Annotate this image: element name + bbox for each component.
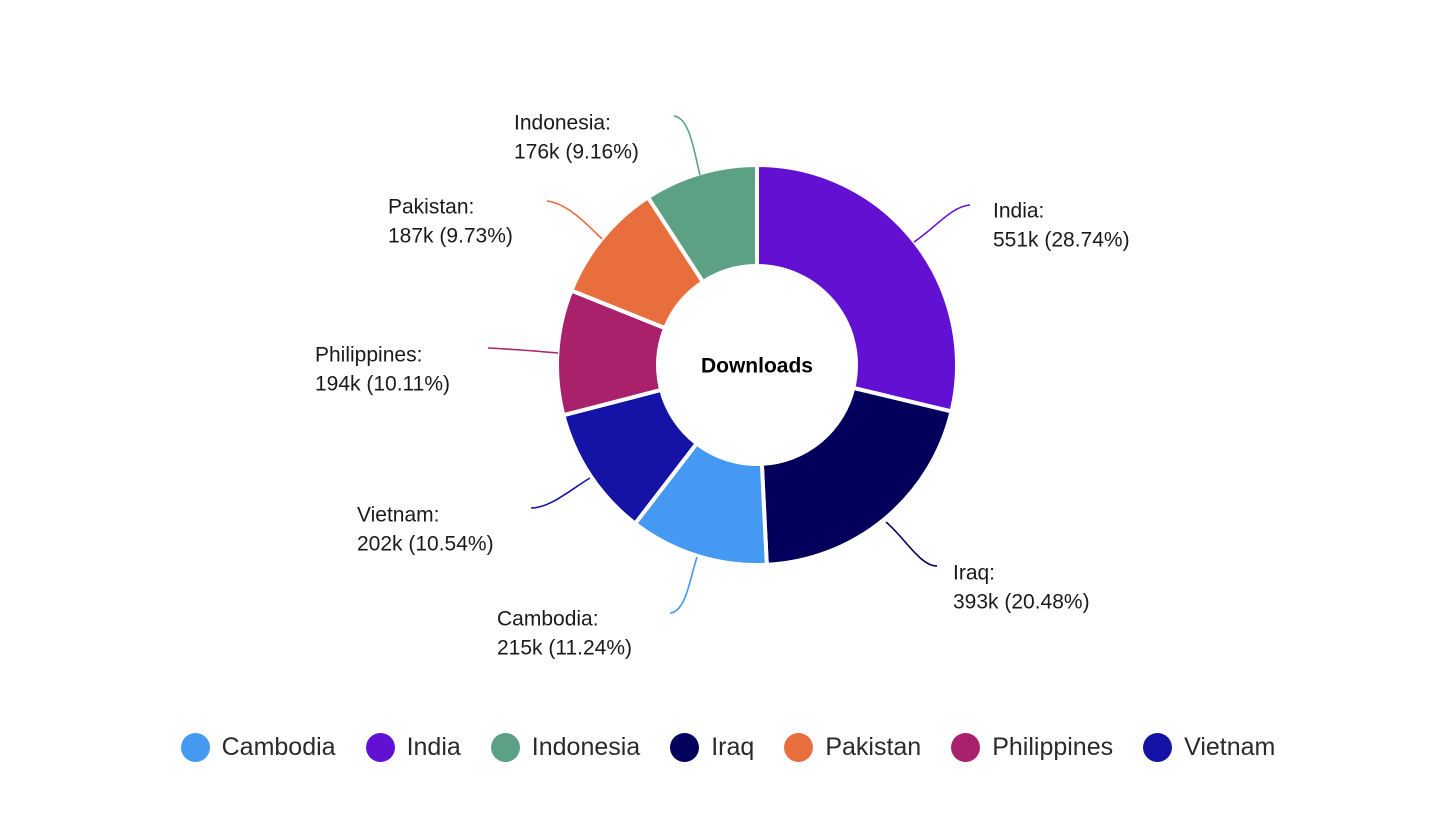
labels-layer: India: 551k (28.74%) Iraq: 393k (20.48%) Cam… xyxy=(315,112,1130,660)
legend-label-pakistan: Pakistan xyxy=(825,732,922,761)
data-label-value-iraq: 393k (20.48%) xyxy=(953,591,1090,614)
legend-label-vietnam: Vietnam xyxy=(1184,732,1276,761)
legend-label-iraq: Iraq xyxy=(711,732,755,761)
data-label-value-vietnam: 202k (10.54%) xyxy=(357,533,494,556)
data-label-name-indonesia: Indonesia: xyxy=(514,112,611,135)
legend-item-pakistan[interactable]: Pakistan xyxy=(784,732,922,762)
legend-swatch-india xyxy=(365,732,395,762)
connectors-layer xyxy=(487,115,971,614)
data-label-name-cambodia: Cambodia: xyxy=(497,608,599,631)
legend-label-philippines: Philippines xyxy=(992,732,1114,761)
data-label-value-philippines: 194k (10.11%) xyxy=(315,373,450,396)
legend-label-cambodia: Cambodia xyxy=(221,732,336,761)
legend: Cambodia India Indonesia Iraq Pakistan Philip… xyxy=(0,725,1456,769)
slice-india[interactable] xyxy=(755,163,959,414)
data-label-name-vietnam: Vietnam: xyxy=(357,504,440,527)
data-label-value-pakistan: 187k (9.73%) xyxy=(388,225,513,248)
legend-swatch-cambodia xyxy=(180,732,210,762)
slice-iraq[interactable] xyxy=(759,385,954,567)
legend-label-india: India xyxy=(406,732,461,761)
legend-label-indonesia: Indonesia xyxy=(531,732,641,761)
legend-item-cambodia[interactable]: Cambodia xyxy=(180,732,336,762)
connector-indonesia xyxy=(673,115,701,176)
legend-item-philippines[interactable]: Philippines xyxy=(951,732,1114,762)
legend-swatch-philippines xyxy=(951,732,981,762)
data-label-name-philippines: Philippines: xyxy=(315,344,422,367)
connector-vietnam xyxy=(530,477,591,509)
connector-philippines xyxy=(487,347,559,354)
connector-india xyxy=(913,204,971,243)
legend-swatch-iraq xyxy=(670,732,700,762)
data-label-value-indonesia: 176k (9.16%) xyxy=(514,141,639,164)
legend-item-indonesia[interactable]: Indonesia xyxy=(490,732,641,762)
data-label-name-pakistan: Pakistan: xyxy=(388,196,474,219)
legend-swatch-pakistan xyxy=(784,732,814,762)
legend-item-vietnam[interactable]: Vietnam xyxy=(1143,732,1276,762)
slices-layer xyxy=(555,163,959,567)
connector-cambodia xyxy=(669,556,698,614)
data-label-value-india: 551k (28.74%) xyxy=(993,229,1130,252)
connector-iraq xyxy=(885,521,938,567)
legend-item-india[interactable]: India xyxy=(365,732,461,762)
legend-swatch-indonesia xyxy=(490,732,520,762)
center-label: Downloads xyxy=(701,355,813,378)
slice-indonesia[interactable] xyxy=(645,163,759,285)
data-label-value-cambodia: 215k (11.24%) xyxy=(497,637,632,660)
connector-pakistan xyxy=(546,200,603,240)
legend-item-iraq[interactable]: Iraq xyxy=(670,732,755,762)
legend-swatch-vietnam xyxy=(1143,732,1173,762)
data-label-name-iraq: Iraq: xyxy=(953,562,995,585)
data-label-name-india: India: xyxy=(993,200,1044,223)
